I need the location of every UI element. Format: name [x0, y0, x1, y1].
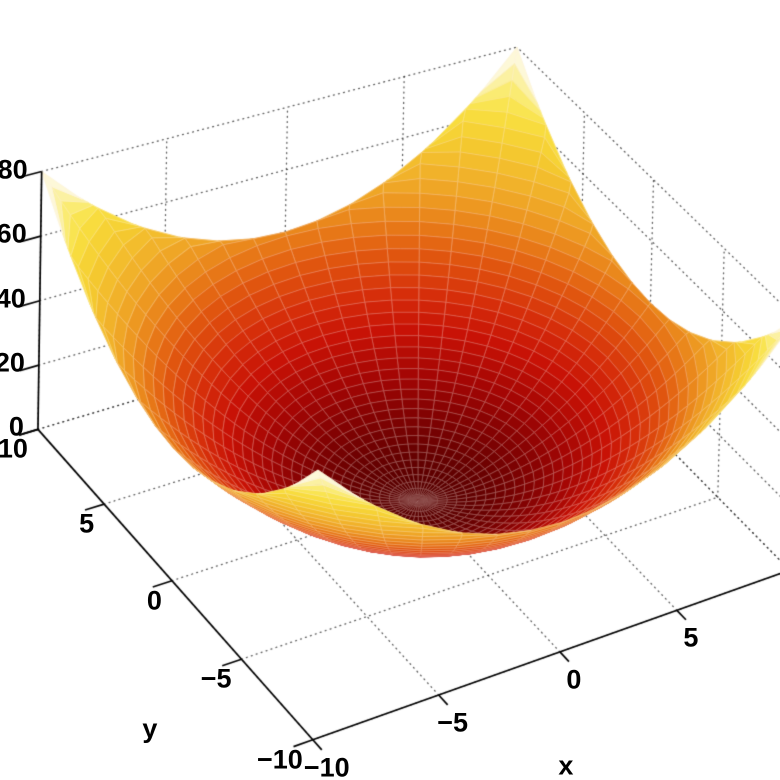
surface-plot-canvas [0, 0, 780, 780]
matlab-3d-surface-figure: x y 0 20 40 60 80 10 5 0 −5 −10 −10 −5 0 5 [0, 0, 780, 780]
